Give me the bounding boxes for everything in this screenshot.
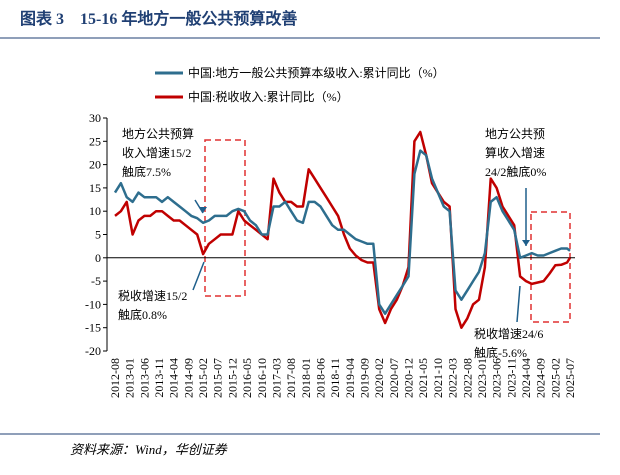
x-tick-label: 2016-05 xyxy=(240,358,254,398)
arrow-head xyxy=(522,240,530,246)
x-tick-label: 2013-06 xyxy=(137,358,151,398)
annotation: 税收增速24/6 xyxy=(474,327,543,341)
annotation: 地方公共预 xyxy=(485,126,545,141)
x-tick-label: 2018-11 xyxy=(328,358,342,398)
x-tick-label: 2023-11 xyxy=(504,358,518,398)
x-tick-label: 2015-12 xyxy=(225,358,239,398)
annotation: 收入增速15/2 xyxy=(122,146,191,160)
x-tick-label: 2025-07 xyxy=(563,358,577,398)
arrow xyxy=(516,285,521,323)
x-tick-label: 2024-04 xyxy=(519,358,533,398)
x-tick-label: 2018-01 xyxy=(299,358,313,398)
source: 资料来源：Wind，华创证券 xyxy=(70,442,228,457)
x-tick-label: 2012-08 xyxy=(108,358,122,398)
x-tick-label: 2022-03 xyxy=(446,358,460,398)
x-tick-label: 2020-07 xyxy=(387,358,401,398)
y-tick-label: 10 xyxy=(89,204,101,218)
x-tick-label: 2020-12 xyxy=(402,358,416,398)
x-tick-label: 2014-09 xyxy=(181,358,195,398)
series-line xyxy=(113,149,571,315)
x-tick-label: 2013-01 xyxy=(123,358,137,398)
x-tick-label: 2015-07 xyxy=(211,358,225,398)
legend-label: 中国:地方一般公共预算本级收入:累计同比（%） xyxy=(188,65,445,80)
annotation: 地方公共预算 xyxy=(122,126,194,141)
x-tick-label: 2025-02 xyxy=(548,358,562,398)
annotation: 触底0.8% xyxy=(118,307,167,322)
arrow-head xyxy=(199,207,207,213)
x-tick-label: 2023-06 xyxy=(490,358,504,398)
x-tick-label: 2019-09 xyxy=(358,358,372,398)
x-tick-label: 2019-04 xyxy=(343,358,357,398)
y-tick-label: 5 xyxy=(95,228,101,242)
annotation: 算收入增速 xyxy=(485,145,545,160)
x-tick-label: 2018-06 xyxy=(313,358,327,398)
highlight-box xyxy=(530,211,571,323)
y-tick-label: -5 xyxy=(91,274,101,288)
x-tick-label: 2015-02 xyxy=(196,358,210,398)
x-tick-label: 2023-01 xyxy=(475,358,489,398)
y-tick-label: -15 xyxy=(85,321,101,335)
x-tick-label: 2014-04 xyxy=(167,358,181,398)
annotation: 触底7.5% xyxy=(122,164,171,179)
y-tick-label: -20 xyxy=(85,344,101,358)
highlight-box xyxy=(204,139,246,297)
x-tick-label: 2017-03 xyxy=(269,358,283,398)
legend-label: 中国:税收收入:累计同比（%） xyxy=(188,89,349,104)
y-tick-label: -10 xyxy=(85,297,101,311)
x-tick-label: 2021-10 xyxy=(431,358,445,398)
x-tick-label: 2024-09 xyxy=(534,358,548,398)
x-tick-label: 2013-11 xyxy=(152,358,166,398)
y-tick-label: 20 xyxy=(89,158,101,172)
series-line xyxy=(114,130,572,329)
y-tick-label: 25 xyxy=(89,134,101,148)
x-tick-label: 2022-08 xyxy=(460,358,474,398)
x-tick-label: 2020-02 xyxy=(372,358,386,398)
x-tick-label: 2017-08 xyxy=(284,358,298,398)
x-tick-label: 2021-05 xyxy=(416,358,430,398)
annotation: 24/2触底0% xyxy=(485,164,546,179)
x-tick-label: 2016-10 xyxy=(255,358,269,398)
annotation: 税收增速15/2 xyxy=(118,289,187,303)
annotation: 触底-5.6% xyxy=(474,345,527,360)
y-tick-label: 0 xyxy=(95,251,101,265)
y-tick-label: 15 xyxy=(89,181,101,195)
arrow xyxy=(192,261,205,291)
chart-title: 图表 3 15-16 年地方一般公共预算改善 xyxy=(20,9,297,28)
y-tick-label: 30 xyxy=(89,111,101,125)
